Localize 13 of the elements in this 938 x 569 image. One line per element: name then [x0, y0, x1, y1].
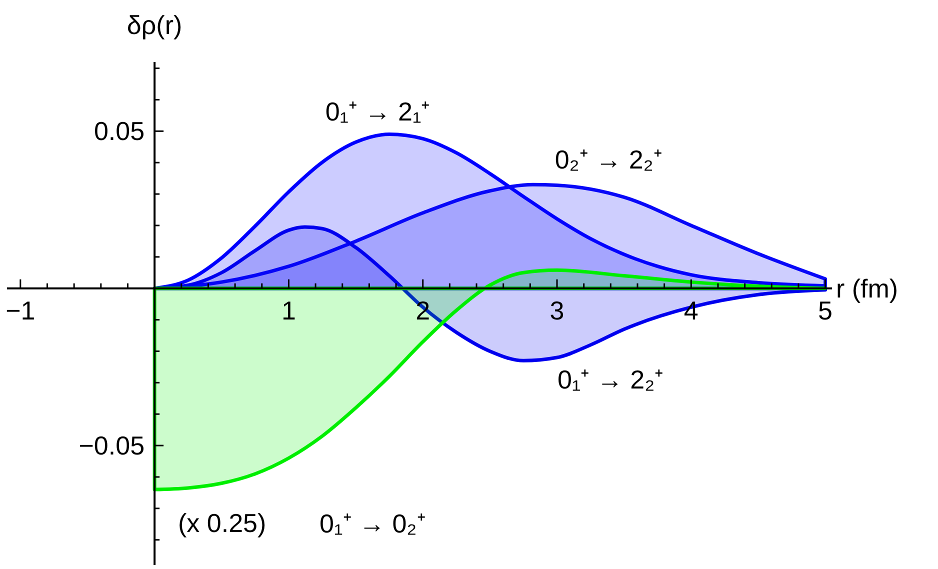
- series-label: 0₁⁺ → 2₁⁺: [325, 96, 430, 126]
- text: 0₁⁺ → 0₂⁺: [320, 508, 426, 539]
- x-tick-label: 5: [818, 295, 833, 326]
- series-label: 0₂⁺ → 2₂⁺: [554, 144, 662, 175]
- annotation: (x 0.25): [178, 508, 266, 538]
- y-tick-label: 0.05: [94, 116, 145, 146]
- x-tick-label: 1: [281, 295, 296, 326]
- series-label: 0₁⁺ → 2₂⁺: [557, 364, 664, 395]
- x-tick-label: 3: [550, 295, 564, 326]
- x-tick-label: −1: [6, 295, 36, 326]
- y-axis-title: δρ(r): [126, 10, 182, 40]
- y-tick-label: −0.05: [78, 430, 145, 461]
- x-axis-title: r (fm): [836, 273, 898, 304]
